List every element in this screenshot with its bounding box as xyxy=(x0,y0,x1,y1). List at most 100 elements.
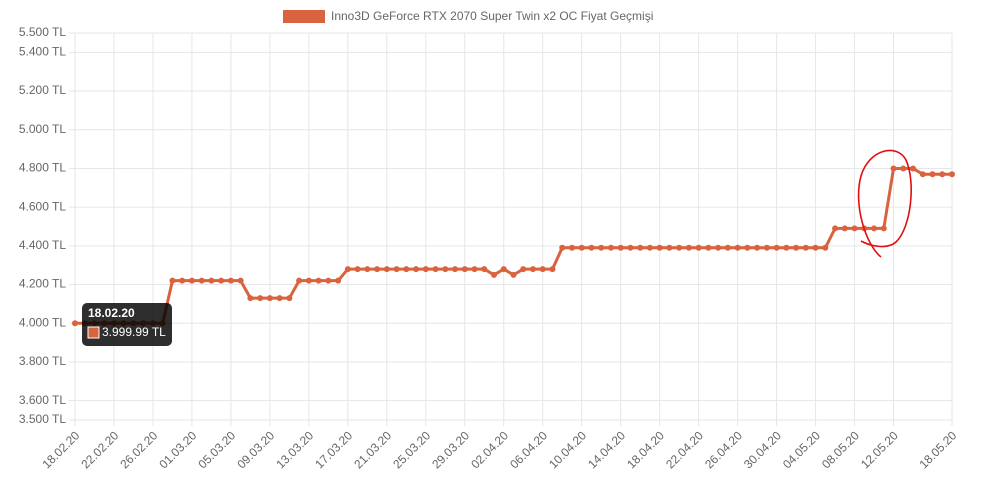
data-point xyxy=(461,266,468,273)
data-point xyxy=(529,266,536,273)
data-point xyxy=(559,244,566,251)
data-point xyxy=(715,244,722,251)
data-point xyxy=(919,171,926,178)
data-point xyxy=(871,225,878,232)
data-point xyxy=(72,320,78,327)
y-tick-label: 3.800 TL xyxy=(19,354,66,368)
data-point xyxy=(198,277,205,284)
data-point xyxy=(227,277,234,284)
data-point xyxy=(325,277,332,284)
data-point xyxy=(500,266,507,273)
data-point xyxy=(754,244,761,251)
data-point xyxy=(588,244,595,251)
data-point xyxy=(793,244,800,251)
data-point xyxy=(685,244,692,251)
data-point xyxy=(305,277,312,284)
y-tick-label: 5.200 TL xyxy=(19,83,66,97)
data-point xyxy=(491,271,498,278)
data-point xyxy=(354,266,361,273)
data-point xyxy=(344,266,351,273)
data-point xyxy=(832,225,839,232)
legend: Inno3D GeForce RTX 2070 Super Twin x2 OC… xyxy=(283,9,653,23)
x-tick-label: 22.04.20 xyxy=(663,428,706,471)
x-tick-label: 18.05.20 xyxy=(916,428,959,471)
data-point xyxy=(247,295,254,302)
data-point xyxy=(383,266,390,273)
x-tick-label: 06.04.20 xyxy=(507,428,550,471)
data-point xyxy=(627,244,634,251)
x-tick-label: 08.05.20 xyxy=(819,428,862,471)
data-point xyxy=(841,225,848,232)
tooltip-title: 18.02.20 xyxy=(88,306,135,320)
data-point xyxy=(520,266,527,273)
data-point xyxy=(578,244,585,251)
y-tick-label: 5.400 TL xyxy=(19,45,66,59)
x-tick-label: 17.03.20 xyxy=(312,428,355,471)
data-point xyxy=(452,266,459,273)
data-point xyxy=(783,244,790,251)
data-point xyxy=(656,244,663,251)
data-point xyxy=(286,295,293,302)
data-point xyxy=(188,277,195,284)
data-point xyxy=(598,244,605,251)
y-tick-label: 4.600 TL xyxy=(19,199,66,213)
y-tick-label: 3.600 TL xyxy=(19,393,66,407)
x-tick-label: 30.04.20 xyxy=(741,428,784,471)
data-point xyxy=(539,266,546,273)
data-point xyxy=(744,244,751,251)
y-tick-label: 4.800 TL xyxy=(19,161,66,175)
data-point xyxy=(257,295,264,302)
data-point xyxy=(432,266,439,273)
data-point xyxy=(510,271,517,278)
x-tick-label: 18.04.20 xyxy=(624,428,667,471)
x-tick-label: 26.04.20 xyxy=(702,428,745,471)
tooltip-swatch xyxy=(87,326,100,339)
y-tick-label: 4.000 TL xyxy=(19,315,66,329)
data-point xyxy=(880,225,887,232)
data-point xyxy=(617,244,624,251)
x-tick-label: 09.03.20 xyxy=(234,428,277,471)
tooltip-value: 3.999.99 TL xyxy=(102,325,166,339)
x-tick-label: 02.04.20 xyxy=(468,428,511,471)
x-tick-label: 13.03.20 xyxy=(273,428,316,471)
data-point xyxy=(422,266,429,273)
data-point xyxy=(802,244,809,251)
x-tick-label: 29.03.20 xyxy=(429,428,472,471)
data-point xyxy=(403,266,410,273)
x-tick-label: 22.02.20 xyxy=(78,428,121,471)
data-point xyxy=(179,277,186,284)
x-tick-label: 12.05.20 xyxy=(858,428,901,471)
x-tick-label: 04.05.20 xyxy=(780,428,823,471)
x-tick-label: 26.02.20 xyxy=(117,428,160,471)
legend-label[interactable]: Inno3D GeForce RTX 2070 Super Twin x2 OC… xyxy=(331,9,653,23)
data-point xyxy=(910,165,917,172)
tooltip-box xyxy=(82,303,172,346)
data-point xyxy=(724,244,731,251)
x-tick-label: 14.04.20 xyxy=(585,428,628,471)
x-tick-label: 18.02.20 xyxy=(39,428,82,471)
data-point xyxy=(442,266,449,273)
data-point xyxy=(237,277,244,284)
y-tick-label: 5.000 TL xyxy=(19,122,66,136)
data-point xyxy=(812,244,819,251)
data-point xyxy=(607,244,614,251)
data-point xyxy=(568,244,575,251)
data-point xyxy=(276,295,283,302)
y-tick-label: 4.400 TL xyxy=(19,238,66,252)
x-tick-label: 25.03.20 xyxy=(390,428,433,471)
data-point xyxy=(734,244,741,251)
plot-area: 3.500 TL 3.600 TL 3.800 TL 4.000 TL 4.200 TL… xyxy=(19,25,960,471)
x-tick-label: 21.03.20 xyxy=(351,428,394,471)
data-point xyxy=(939,171,946,178)
data-point xyxy=(218,277,225,284)
data-point xyxy=(949,171,955,178)
data-point xyxy=(676,244,683,251)
data-point xyxy=(666,244,673,251)
data-point xyxy=(890,165,897,172)
x-tick-label: 01.03.20 xyxy=(156,428,199,471)
x-tick-label: 10.04.20 xyxy=(546,428,589,471)
y-tick-label: 4.200 TL xyxy=(19,277,66,291)
data-point xyxy=(549,266,556,273)
annotation-circle xyxy=(857,149,912,258)
